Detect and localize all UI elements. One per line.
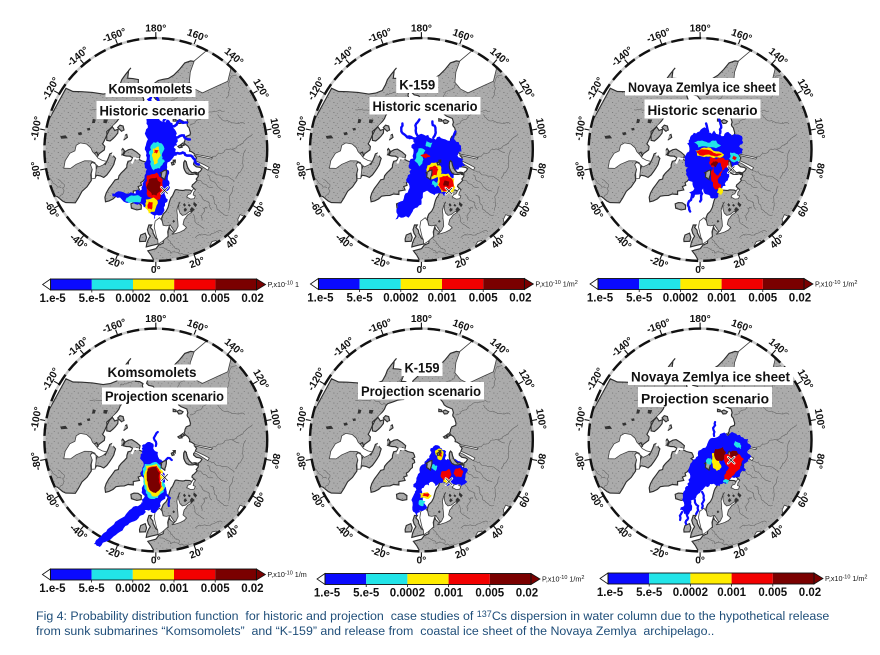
svg-text:Historic scenario: Historic scenario	[100, 104, 206, 120]
svg-text:Novaya Zemlya ice sheet: Novaya Zemlya ice sheet	[631, 370, 790, 386]
svg-text:P,x10-10 1: P,x10-10 1	[268, 280, 299, 289]
svg-text:P,x10-10 1/m: P,x10-10 1/m	[267, 570, 306, 579]
svg-text:Novaya Zemlya ice sheet: Novaya Zemlya ice sheet	[628, 80, 776, 96]
svg-text:Komsomolets: Komsomolets	[108, 365, 197, 381]
svg-text:Historic scenario: Historic scenario	[648, 103, 758, 119]
svg-text:Historic scenario: Historic scenario	[373, 99, 478, 115]
svg-text:K-159: K-159	[405, 361, 440, 377]
svg-text:Projection scenario: Projection scenario	[105, 389, 224, 405]
svg-text:Fig 4: Probability distributio: Fig 4: Probability distribution function…	[36, 609, 829, 623]
svg-text:K-159: K-159	[399, 78, 435, 94]
svg-text:from sunk submarines “Komsomol: from sunk submarines “Komsomolets” and “…	[36, 624, 714, 638]
svg-text:Komsomolets: Komsomolets	[109, 82, 193, 98]
svg-text:P,x10-10 1/m2: P,x10-10 1/m2	[815, 280, 857, 289]
svg-text:Projection scenario: Projection scenario	[361, 384, 481, 400]
svg-text:Projection scenario: Projection scenario	[641, 392, 769, 408]
svg-text:P,x10-10 1/m2: P,x10-10 1/m2	[542, 575, 584, 584]
svg-text:P,x10-10 1/m2: P,x10-10 1/m2	[535, 280, 577, 289]
svg-text:P,x10-10 1/m2: P,x10-10 1/m2	[825, 574, 867, 583]
